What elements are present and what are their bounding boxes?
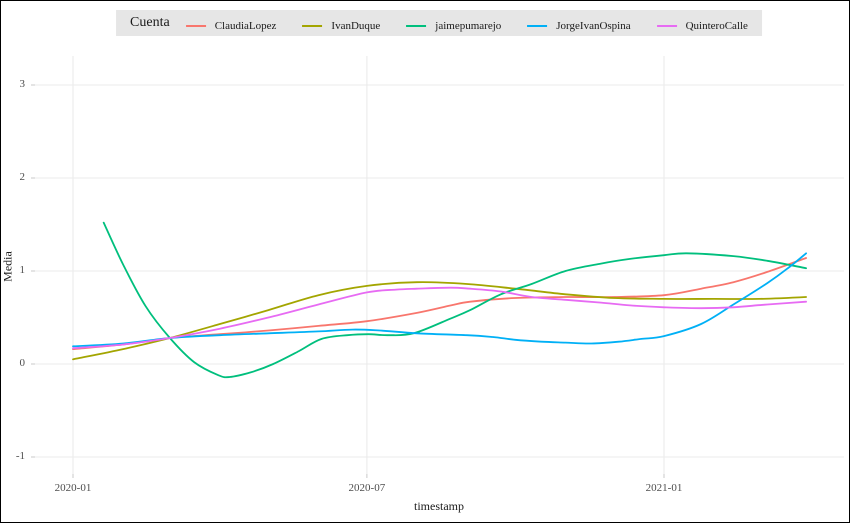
legend-key-line-icon	[302, 25, 323, 27]
x-axis-title: timestamp	[414, 499, 464, 513]
legend-item-ClaudiaLopez: ClaudiaLopez	[185, 20, 277, 32]
legend-item-JorgeIvanOspina: JorgeIvanOspina	[527, 20, 631, 32]
legend-key-line-icon	[406, 25, 427, 27]
y-tick-label: 3	[19, 78, 26, 90]
legend-item-label: jaimepumarejo	[435, 20, 502, 32]
legend-item-label: IvanDuque	[331, 20, 381, 32]
y-tick-label: 0	[19, 357, 26, 369]
y-tick-label: -1	[15, 450, 25, 462]
series-line-jaimepumarejo	[102, 221, 807, 379]
legend: Cuenta ClaudiaLopez IvanDuque jaimepumarej…	[116, 10, 762, 36]
y-tick-label: 1	[19, 264, 26, 276]
legend-items: ClaudiaLopez IvanDuque jaimepumarejo JorgeI…	[185, 14, 748, 32]
series-line-QuinteroCalle	[72, 286, 807, 350]
y-axis-title: Media	[0, 251, 15, 282]
x-tick-label: 2021-01	[645, 482, 683, 494]
legend-item-label: JorgeIvanOspina	[556, 20, 631, 32]
series-line-JorgeIvanOspina	[72, 252, 807, 348]
y-tick-label: 2	[19, 171, 26, 183]
legend-key-line-icon	[656, 25, 677, 27]
legend-title: Cuenta	[130, 15, 170, 30]
x-tick-label: 2020-01	[54, 482, 92, 494]
legend-item-IvanDuque: IvanDuque	[302, 20, 380, 32]
legend-item-QuinteroCalle: QuinteroCalle	[656, 20, 748, 32]
legend-item-label: QuinteroCalle	[685, 20, 748, 32]
series-line-IvanDuque	[72, 281, 807, 361]
x-tick-label: 2020-07	[348, 482, 386, 494]
legend-key-line-icon	[527, 25, 548, 27]
legend-item-jaimepumarejo: jaimepumarejo	[406, 20, 501, 32]
legend-key-line-icon	[185, 25, 206, 27]
legend-item-label: ClaudiaLopez	[214, 20, 277, 32]
